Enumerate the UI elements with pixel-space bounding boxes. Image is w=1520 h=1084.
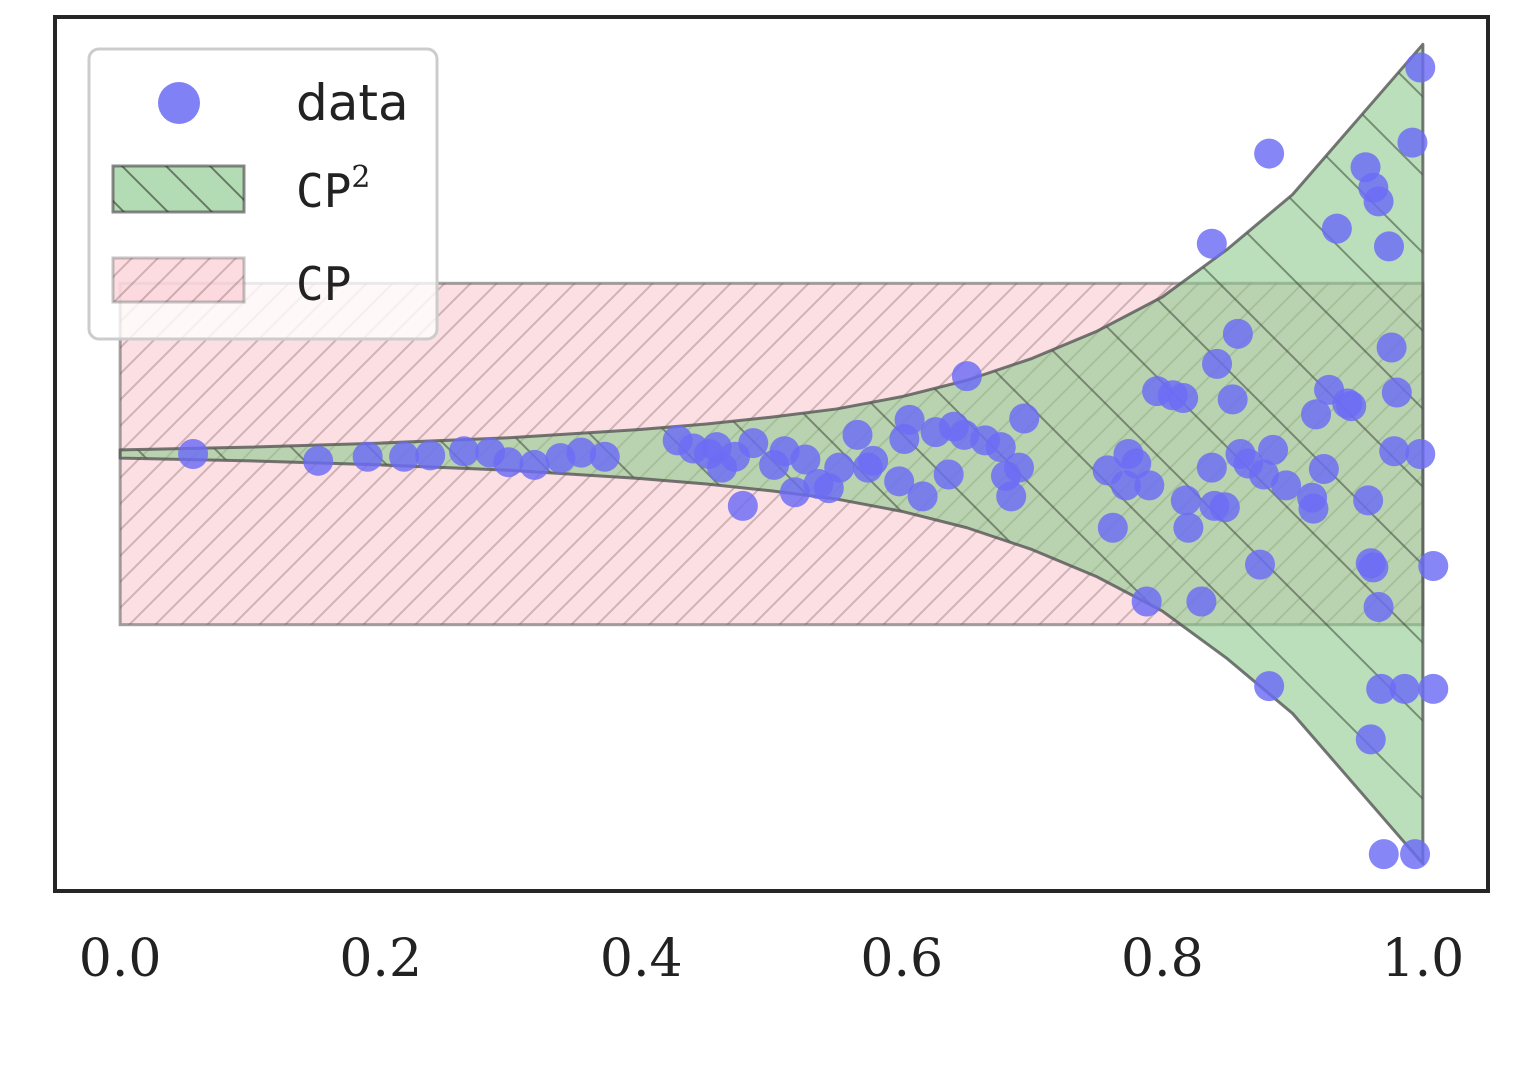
x-tick-label: 0.0: [79, 929, 162, 989]
x-tick-label: 1.0: [1382, 929, 1465, 989]
data-point: [1400, 839, 1431, 870]
data-point: [790, 444, 821, 475]
data-point: [1368, 839, 1399, 870]
legend-cp-label: CP: [296, 257, 351, 311]
x-tick-label: 0.8: [1121, 929, 1204, 989]
data-point: [1217, 384, 1248, 415]
legend-cp2-superscript: 2: [351, 160, 370, 195]
data-point: [824, 452, 855, 483]
data-point: [884, 466, 915, 497]
data-point: [842, 419, 873, 450]
data-point: [985, 432, 1016, 463]
data-point: [519, 449, 550, 480]
data-point: [907, 481, 938, 512]
x-tick-label: 0.2: [339, 929, 422, 989]
data-point: [449, 436, 480, 467]
data-point: [1308, 454, 1339, 485]
data-point: [1418, 673, 1449, 704]
data-point: [1209, 492, 1240, 523]
data-point: [389, 441, 420, 472]
data-point: [303, 445, 334, 476]
data-point: [1363, 591, 1394, 622]
data-point: [1248, 459, 1279, 490]
data-point: [1196, 228, 1227, 259]
data-point: [1379, 436, 1410, 467]
data-point: [1363, 186, 1394, 217]
data-point: [1381, 377, 1412, 408]
legend-cp2-swatch-hatch: [113, 166, 244, 212]
data-point: [1298, 493, 1329, 524]
data-point: [589, 441, 620, 472]
data-point: [1321, 213, 1352, 244]
data-point: [566, 437, 597, 468]
legend-data-marker: [158, 82, 200, 124]
data-point: [1258, 434, 1289, 465]
data-point: [1009, 403, 1040, 434]
data-point: [415, 440, 446, 471]
data-point: [1366, 673, 1397, 704]
data-point: [1301, 399, 1332, 430]
data-point: [1389, 673, 1420, 704]
data-point: [1131, 586, 1162, 617]
data-point: [1173, 512, 1204, 543]
data-point: [1186, 586, 1217, 617]
data-point: [1397, 127, 1428, 158]
data-point: [1170, 485, 1201, 516]
x-tick-label: 0.6: [860, 929, 943, 989]
x-tick-label: 0.4: [600, 929, 683, 989]
data-point: [1168, 383, 1199, 414]
data-point: [1196, 452, 1227, 483]
data-point: [1376, 332, 1407, 363]
data-point: [1355, 724, 1386, 755]
data-point: [779, 477, 810, 508]
data-point: [996, 481, 1027, 512]
data-point: [1134, 470, 1165, 501]
data-point: [1405, 52, 1436, 83]
data-point: [1405, 439, 1436, 469]
data-point: [1336, 391, 1367, 422]
data-point: [352, 441, 383, 472]
data-point: [1254, 671, 1285, 702]
data-point: [1245, 549, 1276, 580]
data-point: [1004, 452, 1035, 483]
data-point: [1097, 512, 1128, 543]
data-point: [1358, 552, 1389, 583]
data-point: [1353, 485, 1384, 516]
x-tick-labels: 0.0 0.2 0.4 0.6 0.8 1.0: [79, 929, 1464, 989]
data-point: [1271, 470, 1302, 501]
legend: data CP2 CP: [87, 47, 439, 341]
data-point: [1222, 318, 1253, 349]
data-point: [1121, 448, 1152, 479]
data-point: [178, 439, 209, 469]
legend-cp-swatch-hatch: [113, 258, 244, 302]
data-point: [727, 490, 758, 521]
data-point: [894, 404, 925, 435]
data-point: [951, 361, 982, 392]
data-point: [933, 459, 964, 490]
legend-data-label: data: [296, 74, 409, 132]
data-point: [738, 428, 769, 459]
axes-frame: [53, 15, 1490, 893]
legend-cp2-label: CP2: [296, 160, 370, 218]
data-point: [493, 447, 524, 478]
data-point: [1254, 138, 1285, 169]
data-point: [1373, 231, 1404, 262]
data-point: [1418, 550, 1449, 581]
data-point: [858, 445, 889, 476]
data-point: [1202, 348, 1233, 379]
